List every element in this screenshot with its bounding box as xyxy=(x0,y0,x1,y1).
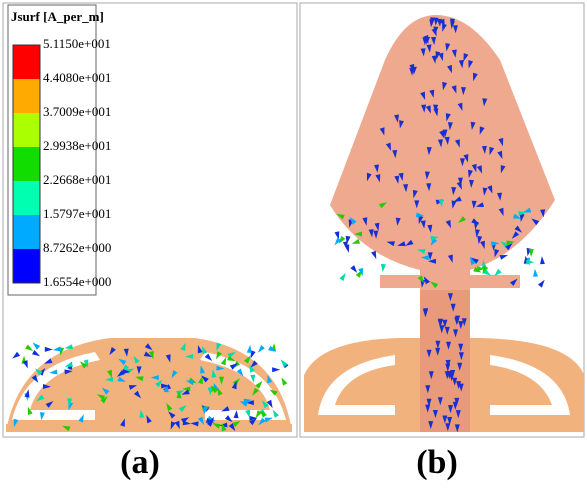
color-band xyxy=(13,215,40,249)
figure: Jsurf [A_per_m] 5.1150e+001 4.4080e+001 3.… xyxy=(0,0,587,488)
color-band xyxy=(13,249,40,283)
legend-title: Jsurf [A_per_m] xyxy=(11,9,104,24)
legend-label: 1.5797e+001 xyxy=(43,206,111,221)
legend-label: 3.7009e+001 xyxy=(43,104,111,119)
legend-label: 4.4080e+001 xyxy=(43,70,111,85)
legend-label: 2.2668e+001 xyxy=(43,172,111,187)
legend-label: 5.1150e+001 xyxy=(43,36,111,51)
color-band xyxy=(13,45,40,79)
legend-label: 2.9938e+001 xyxy=(43,138,111,153)
color-band xyxy=(13,79,40,113)
legend-label: 1.6554e+000 xyxy=(43,274,111,289)
legend-label: 8.7262e+000 xyxy=(43,240,111,255)
legend: Jsurf [A_per_m] 5.1150e+001 4.4080e+001 3.… xyxy=(8,5,111,295)
color-band xyxy=(13,147,40,181)
panel-label: (b) xyxy=(416,444,458,481)
color-band xyxy=(13,113,40,147)
panel-label: (a) xyxy=(120,444,160,481)
color-band xyxy=(13,181,40,215)
